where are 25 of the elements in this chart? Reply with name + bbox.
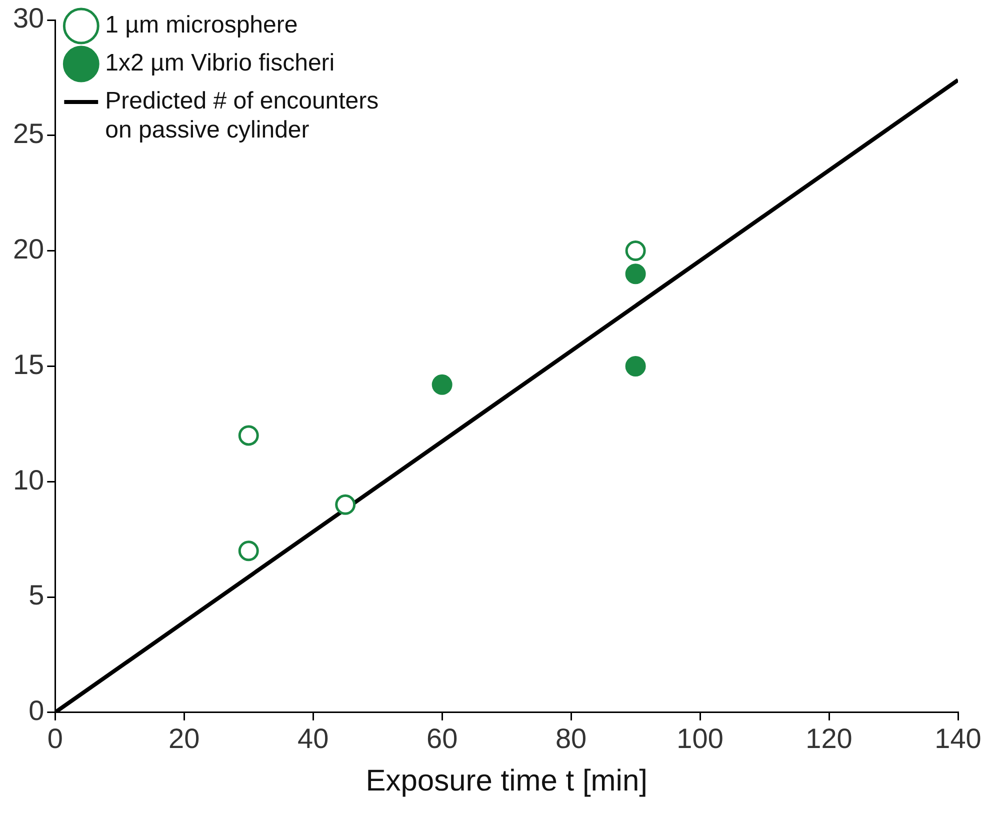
x-tick-label: 20: [168, 722, 200, 754]
point: [238, 540, 259, 562]
point: [432, 374, 452, 395]
point: [238, 425, 259, 446]
point: [335, 494, 356, 515]
point: [625, 240, 646, 262]
y-tick-label: 5: [28, 580, 44, 611]
y-tick-label: 20: [12, 234, 44, 265]
x-tick-label: 80: [555, 722, 587, 754]
y-tick-label: 10: [12, 464, 44, 496]
x-tick-label: 100: [676, 722, 724, 754]
x-axis-title: Exposure time t [min]: [366, 764, 648, 798]
point: [625, 264, 646, 284]
legend-label: 1x2 µm Vibrio fischeri: [105, 50, 335, 77]
legend-label: Predicted # of encounters on passive cylinder: [105, 88, 379, 144]
x-tick-label: 140: [934, 722, 982, 754]
y-tick-label: 15: [12, 348, 44, 380]
x-tick-label: 60: [426, 722, 458, 754]
point: [625, 356, 646, 376]
y-tick-label: 30: [12, 2, 44, 34]
legend-label: 1 µm microsphere: [105, 12, 298, 39]
y-tick-label: 25: [12, 118, 44, 150]
x-tick-label: 120: [806, 722, 852, 754]
y-tick-label: 0: [28, 695, 44, 726]
x-tick-label: 40: [298, 722, 329, 754]
